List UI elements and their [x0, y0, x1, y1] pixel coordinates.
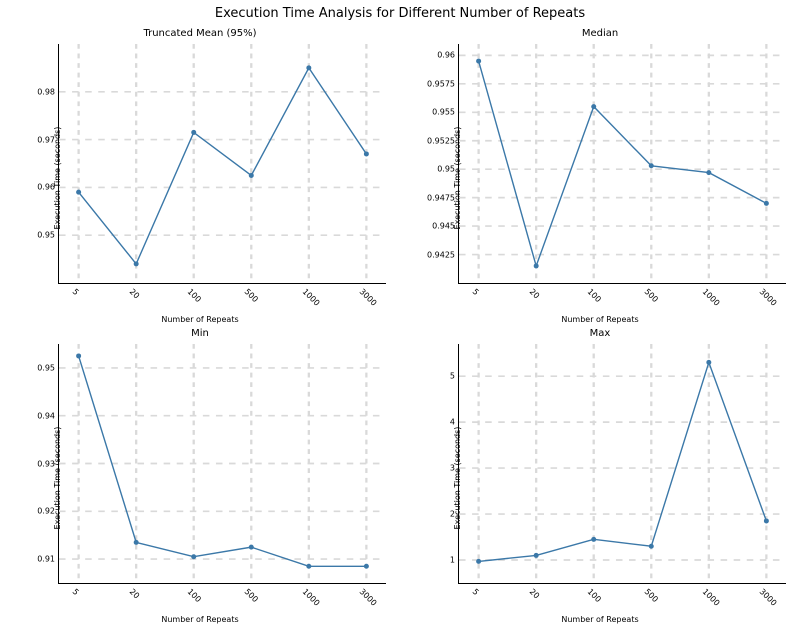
y-tick-label: 0.945 — [432, 222, 459, 231]
subplot-1: MedianExecution Time (seconds)Number of … — [400, 28, 800, 328]
y-tick-label: 1 — [450, 556, 459, 565]
x-tick-label: 20 — [128, 287, 142, 301]
data-point — [591, 537, 596, 542]
y-tick-label: 0.9425 — [427, 250, 459, 259]
data-point — [591, 104, 596, 109]
x-tick-label: 5 — [70, 587, 80, 597]
data-point — [134, 261, 139, 266]
data-point — [306, 65, 311, 70]
x-tick-label: 100 — [585, 587, 602, 604]
x-axis-label: Number of Repeats — [0, 315, 400, 324]
x-axis-label: Number of Repeats — [400, 315, 800, 324]
subplot-title: Max — [400, 328, 800, 339]
x-tick-label: 1000 — [300, 287, 321, 308]
x-tick-label: 1000 — [700, 287, 721, 308]
subplot-0: Truncated Mean (95%)Execution Time (seco… — [0, 28, 400, 328]
subplot-title: Truncated Mean (95%) — [0, 28, 400, 39]
x-tick-label: 500 — [643, 287, 660, 304]
marker-layer — [459, 344, 786, 583]
x-tick-label: 3000 — [758, 287, 779, 308]
data-point — [706, 170, 711, 175]
y-tick-label: 0.955 — [432, 108, 459, 117]
y-tick-label: 5 — [450, 372, 459, 381]
y-tick-label: 0.94 — [37, 411, 59, 420]
subplot-title: Min — [0, 328, 400, 339]
y-tick-label: 0.96 — [37, 183, 59, 192]
x-tick-label: 500 — [243, 287, 260, 304]
x-tick-label: 500 — [243, 587, 260, 604]
data-point — [764, 201, 769, 206]
figure: Execution Time Analysis for Different Nu… — [0, 0, 800, 634]
x-tick-label: 1000 — [700, 587, 721, 608]
x-tick-label: 20 — [528, 587, 542, 601]
y-tick-label: 0.92 — [37, 507, 59, 516]
x-tick-label: 5 — [70, 287, 80, 297]
data-point — [249, 545, 254, 550]
data-point — [191, 130, 196, 135]
y-tick-label: 0.93 — [37, 459, 59, 468]
y-tick-label: 0.9575 — [427, 79, 459, 88]
marker-layer — [459, 44, 786, 283]
data-point — [134, 540, 139, 545]
y-tick-label: 0.98 — [37, 87, 59, 96]
data-point — [76, 190, 81, 195]
data-point — [534, 553, 539, 558]
subplot-2: MinExecution Time (seconds)Number of Rep… — [0, 328, 400, 628]
axes: 0.94250.9450.94750.950.95250.9550.95750.… — [458, 44, 786, 284]
data-point — [534, 263, 539, 268]
axes: 0.910.920.930.940.9552010050010003000 — [58, 344, 386, 584]
x-tick-label: 5 — [470, 587, 480, 597]
data-point — [764, 518, 769, 523]
y-tick-label: 0.96 — [437, 51, 459, 60]
x-tick-label: 20 — [528, 287, 542, 301]
marker-layer — [59, 44, 386, 283]
x-tick-label: 100 — [585, 287, 602, 304]
x-tick-label: 3000 — [358, 287, 379, 308]
y-tick-label: 2 — [450, 510, 459, 519]
data-point — [249, 173, 254, 178]
data-point — [706, 360, 711, 365]
y-tick-label: 3 — [450, 464, 459, 473]
data-point — [649, 163, 654, 168]
y-tick-label: 0.95 — [37, 363, 59, 372]
y-tick-label: 0.95 — [37, 231, 59, 240]
y-tick-label: 0.91 — [37, 555, 59, 564]
subplot-title: Median — [400, 28, 800, 39]
data-point — [191, 554, 196, 559]
x-tick-label: 20 — [128, 587, 142, 601]
x-tick-label: 5 — [470, 287, 480, 297]
y-tick-label: 4 — [450, 418, 459, 427]
x-tick-label: 1000 — [300, 587, 321, 608]
x-tick-label: 100 — [185, 287, 202, 304]
axes: 0.950.960.970.9852010050010003000 — [58, 44, 386, 284]
data-point — [476, 59, 481, 64]
y-tick-label: 0.9525 — [427, 136, 459, 145]
x-axis-label: Number of Repeats — [400, 615, 800, 624]
x-tick-label: 3000 — [758, 587, 779, 608]
data-point — [306, 564, 311, 569]
data-point — [476, 559, 481, 564]
x-tick-label: 3000 — [358, 587, 379, 608]
data-point — [649, 544, 654, 549]
axes: 1234552010050010003000 — [458, 344, 786, 584]
subplot-3: MaxExecution Time (seconds)Number of Rep… — [400, 328, 800, 628]
y-tick-label: 0.97 — [37, 135, 59, 144]
y-tick-label: 0.9475 — [427, 193, 459, 202]
data-point — [364, 151, 369, 156]
x-tick-label: 500 — [643, 587, 660, 604]
data-point — [76, 353, 81, 358]
figure-suptitle: Execution Time Analysis for Different Nu… — [0, 6, 800, 21]
y-tick-label: 0.95 — [437, 165, 459, 174]
data-point — [364, 564, 369, 569]
x-axis-label: Number of Repeats — [0, 615, 400, 624]
marker-layer — [59, 344, 386, 583]
x-tick-label: 100 — [185, 587, 202, 604]
subplot-grid: Truncated Mean (95%)Execution Time (seco… — [0, 28, 800, 628]
